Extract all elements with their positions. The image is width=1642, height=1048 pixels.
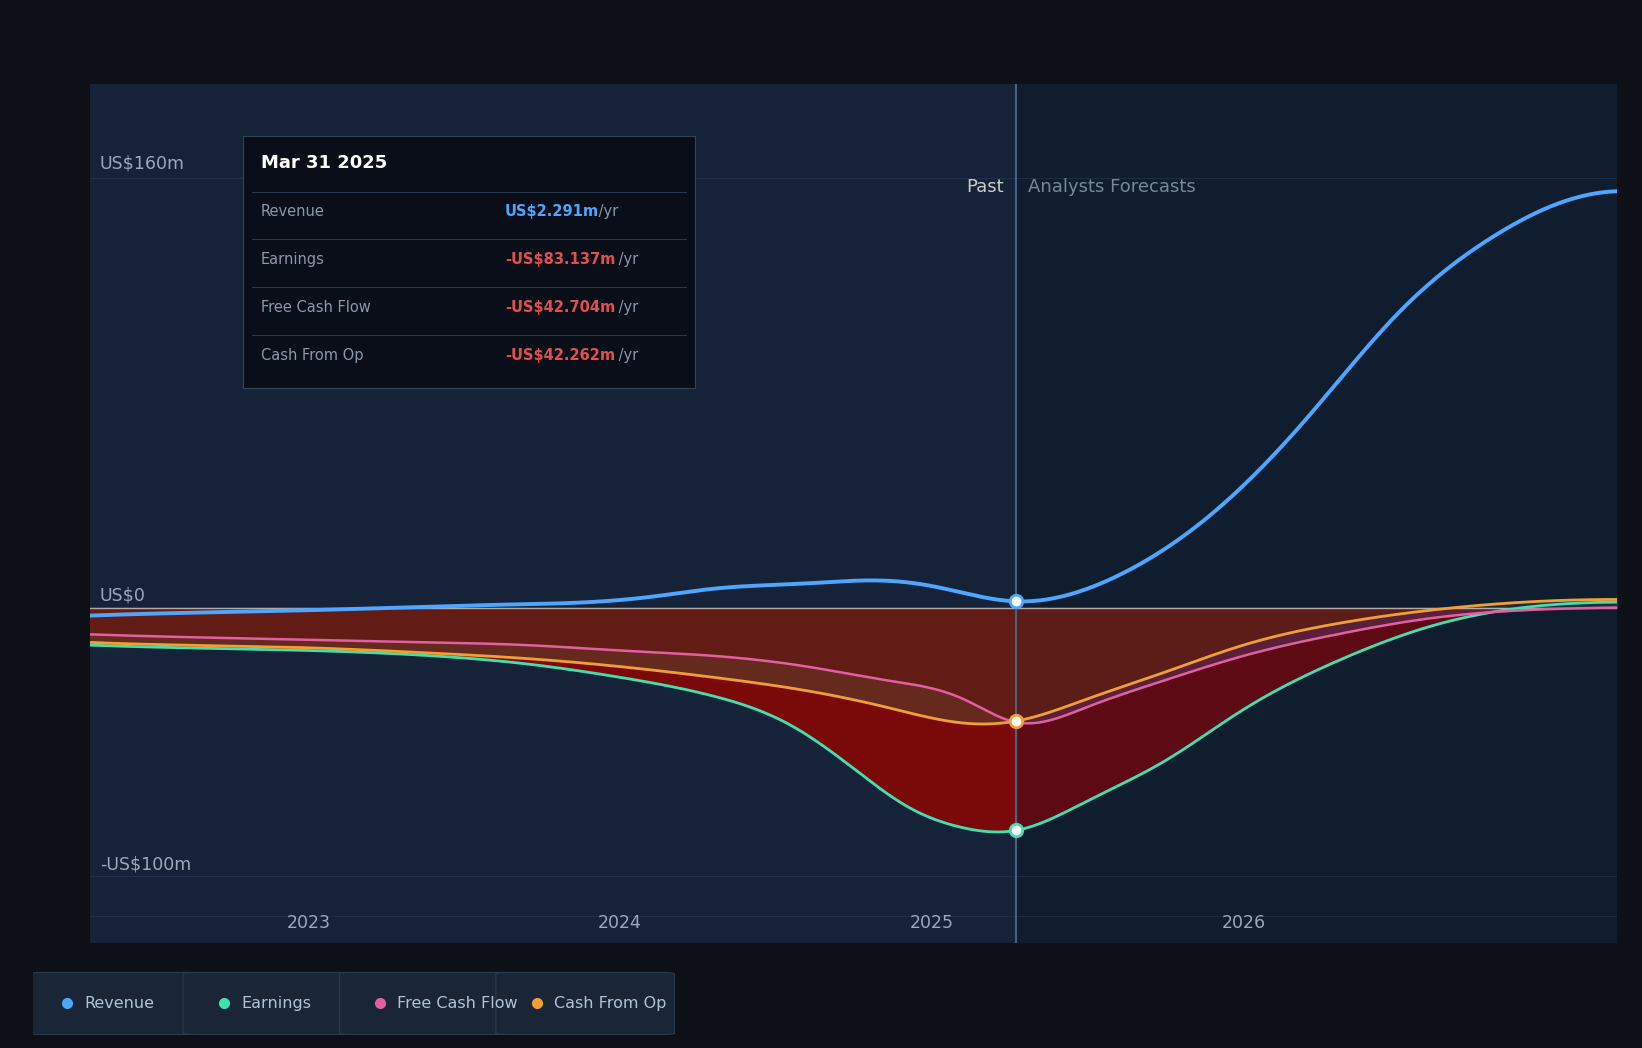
Text: -US$42.704m: -US$42.704m (506, 300, 616, 314)
FancyBboxPatch shape (496, 973, 675, 1034)
FancyBboxPatch shape (184, 973, 361, 1034)
Text: US$2.291m: US$2.291m (506, 204, 599, 219)
Text: US$160m: US$160m (100, 154, 184, 173)
Text: Earnings: Earnings (241, 996, 310, 1011)
Text: /yr: /yr (614, 300, 639, 314)
Text: Cash From Op: Cash From Op (553, 996, 667, 1011)
Text: Free Cash Flow: Free Cash Flow (261, 300, 371, 314)
Text: /yr: /yr (614, 348, 639, 363)
Text: Analysts Forecasts: Analysts Forecasts (1028, 178, 1195, 196)
Text: Mar 31 2025: Mar 31 2025 (261, 154, 388, 172)
Text: -US$83.137m: -US$83.137m (506, 252, 616, 267)
Text: -US$100m: -US$100m (100, 855, 190, 873)
Text: Revenue: Revenue (85, 996, 154, 1011)
Text: 2025: 2025 (910, 915, 954, 933)
Text: /yr: /yr (594, 204, 619, 219)
Text: 2026: 2026 (1222, 915, 1266, 933)
Text: 2024: 2024 (598, 915, 642, 933)
Text: 2023: 2023 (286, 915, 330, 933)
Text: Cash From Op: Cash From Op (261, 348, 363, 363)
Bar (1016, 84, 1617, 943)
Text: -US$42.262m: -US$42.262m (506, 348, 616, 363)
Text: /yr: /yr (614, 252, 639, 267)
Text: Free Cash Flow: Free Cash Flow (397, 996, 517, 1011)
Bar (90, 84, 1016, 943)
Text: Revenue: Revenue (261, 204, 325, 219)
Text: Earnings: Earnings (261, 252, 325, 267)
FancyBboxPatch shape (26, 973, 205, 1034)
Text: US$0: US$0 (100, 587, 146, 605)
Text: Past: Past (965, 178, 1003, 196)
FancyBboxPatch shape (340, 973, 519, 1034)
